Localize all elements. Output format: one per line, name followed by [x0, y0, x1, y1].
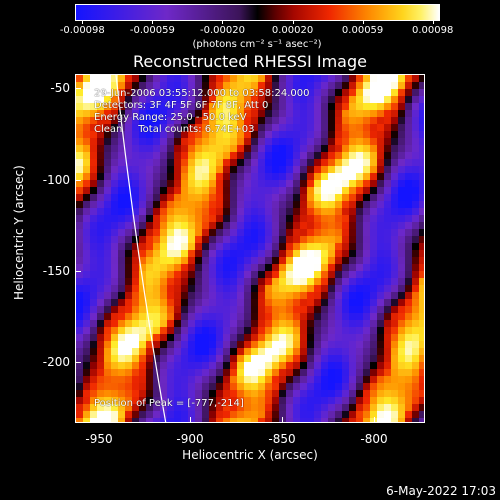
x-tick-mark	[190, 417, 191, 423]
colorbar	[75, 4, 440, 21]
info-energy-range: Energy Range: 25.0 - 50.0 keV	[94, 112, 247, 123]
colorbar-tick-mark	[432, 21, 434, 24]
y-axis-label: Heliocentric Y (arcsec)	[12, 165, 26, 300]
y-tick-mark	[75, 362, 81, 363]
x-tick-label: -850	[268, 432, 296, 446]
y-tick-mark	[75, 180, 81, 181]
colorbar-unit-label: (photons cm⁻² s⁻¹ asec⁻²)	[192, 39, 322, 50]
timestamp: 6-May-2022 17:03	[386, 484, 496, 498]
x-tick-mark	[374, 417, 375, 423]
colorbar-tick-label: 0.00020	[271, 25, 314, 36]
info-clean-counts: Clean Total counts: 6.74E+03	[94, 124, 255, 135]
x-tick-label: -900	[176, 432, 204, 446]
rhessi-image-plot	[75, 74, 425, 423]
info-detectors: Detectors: 3F 4F 5F 6F 7F 8F, Att 0	[94, 100, 269, 111]
colorbar-tick-label: -0.00020	[199, 25, 245, 36]
image-title: Reconstructed RHESSI Image	[133, 52, 367, 71]
y-tick-label: -200	[42, 355, 70, 369]
x-axis-label: Heliocentric X (arcsec)	[182, 448, 318, 462]
x-tick-mark	[99, 417, 100, 423]
colorbar-tick-label: -0.00098	[59, 25, 105, 36]
colorbar-tick-mark	[362, 21, 364, 24]
x-tick-label: -800	[360, 432, 388, 446]
y-tick-label: -150	[42, 264, 70, 278]
info-time-range: 29-Jun-2006 03:55:12.000 to 03:58:24.000	[94, 88, 310, 99]
y-tick-label: -50	[50, 81, 70, 95]
x-tick-mark	[282, 417, 283, 423]
colorbar-tick-mark	[82, 21, 84, 24]
colorbar-tick-mark	[222, 21, 224, 24]
colorbar-tick-label: 0.00098	[412, 25, 454, 36]
colorbar-tick-label: 0.00059	[341, 25, 384, 36]
solar-limb-line	[115, 75, 167, 422]
x-tick-label: -950	[85, 432, 113, 446]
peak-position: Position of Peak = [-777,-214]	[94, 398, 244, 409]
rhessi-image-canvas	[76, 75, 424, 422]
colorbar-tick-mark	[152, 21, 154, 24]
y-tick-mark	[75, 271, 81, 272]
y-tick-label: -100	[42, 173, 70, 187]
colorbar-tick-label: -0.00059	[129, 25, 175, 36]
y-tick-mark	[75, 88, 81, 89]
colorbar-tick-mark	[292, 21, 294, 24]
